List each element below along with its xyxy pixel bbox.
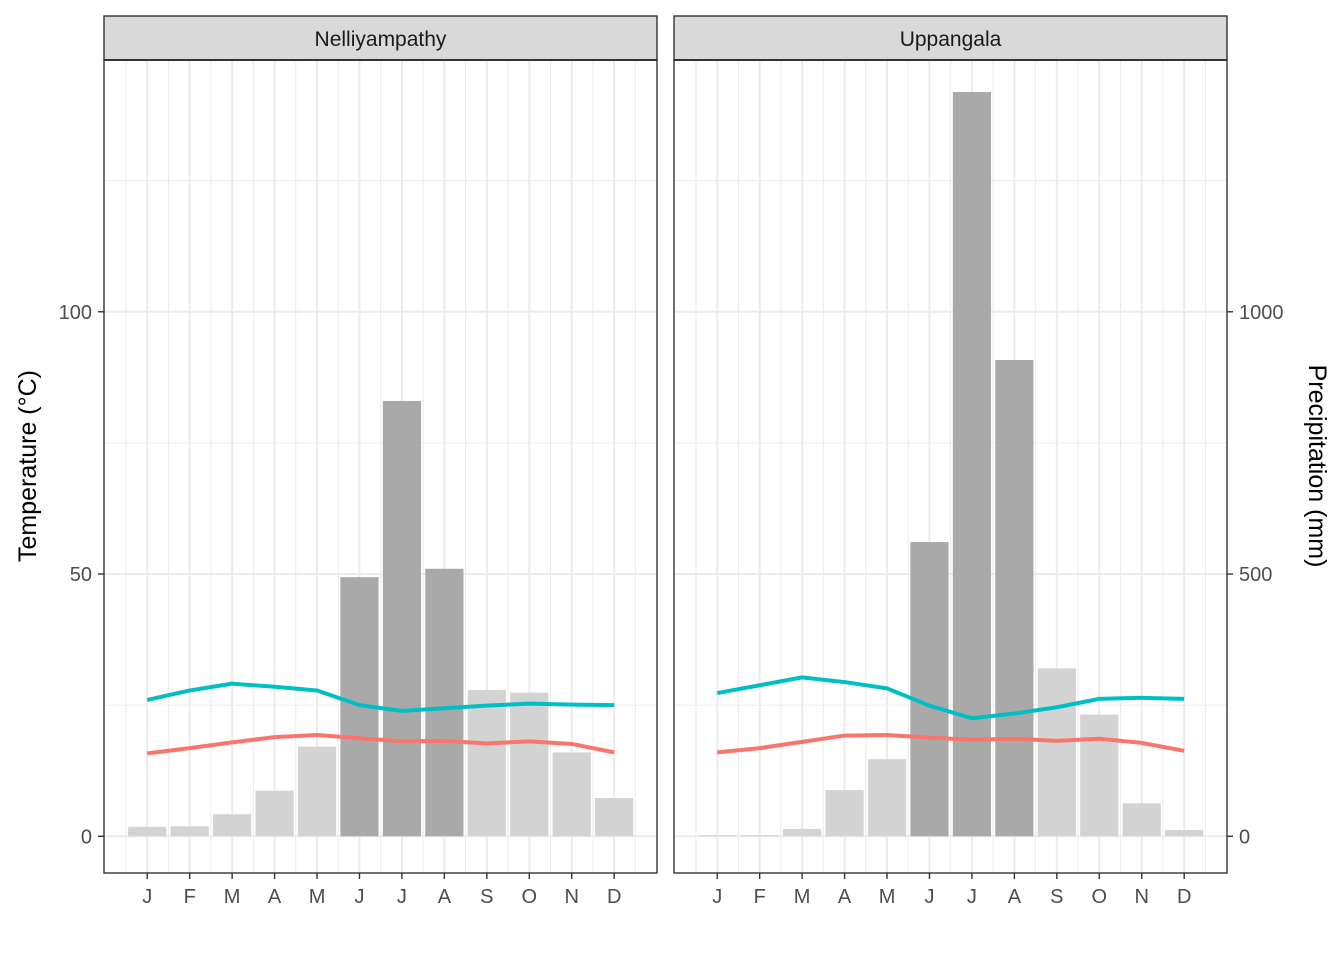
y-tick-label-left: 100 [59, 302, 92, 324]
y-tick-label-left: 0 [81, 826, 92, 848]
bar-nelliyampathy-1 [128, 826, 167, 837]
x-tick-label: J [142, 886, 152, 908]
x-tick-label: J [967, 886, 977, 908]
x-tick-label: A [1008, 886, 1022, 908]
x-tick-label: J [712, 886, 722, 908]
bar-nelliyampathy-7 [382, 400, 422, 837]
x-tick-label: A [838, 886, 852, 908]
x-tick-label: J [354, 886, 364, 908]
x-tick-label: F [754, 886, 766, 908]
bar-uppangala-3 [783, 828, 822, 837]
x-tick-label: M [879, 886, 896, 908]
facet-strip [673, 15, 1228, 61]
bar-uppangala-7 [952, 91, 992, 837]
bar-uppangala-12 [1165, 829, 1204, 837]
x-tick-label: M [309, 886, 326, 908]
x-tick-label: O [521, 886, 537, 908]
bar-uppangala-6 [910, 542, 949, 837]
facet-strip-label: Nelliyampathy [315, 28, 447, 51]
bar-nelliyampathy-5 [297, 746, 337, 837]
x-tick-label: D [607, 886, 621, 908]
bar-uppangala-2 [740, 835, 779, 837]
x-tick-label: N [1134, 886, 1148, 908]
series-line-lower-uppangala [717, 733, 1185, 755]
x-tick-label: S [480, 886, 493, 908]
bar-nelliyampathy-8 [425, 568, 464, 837]
x-tick-label: N [564, 886, 578, 908]
series-line-upper-nelliyampathy [146, 681, 615, 713]
bar-uppangala-10 [1080, 714, 1119, 837]
x-tick-label: D [1177, 886, 1191, 908]
x-tick-label: A [438, 886, 452, 908]
bar-nelliyampathy-12 [595, 797, 634, 837]
y-axis-left-title: Temperature (°C) [14, 370, 42, 562]
bar-nelliyampathy-9 [467, 689, 506, 837]
bar-uppangala-11 [1122, 803, 1161, 837]
y-tick-label-right: 0 [1239, 826, 1250, 848]
bar-nelliyampathy-3 [213, 814, 252, 837]
y-tick-label-left: 50 [70, 564, 92, 586]
x-tick-label: M [794, 886, 811, 908]
bar-uppangala-9 [1037, 668, 1076, 837]
x-tick-label: J [397, 886, 407, 908]
y-tick-label-right: 500 [1239, 564, 1272, 586]
bar-uppangala-1 [698, 835, 737, 837]
bar-nelliyampathy-4 [255, 790, 294, 837]
facet-strip [103, 15, 658, 61]
x-tick-label: A [268, 886, 282, 908]
series-line-lower-nelliyampathy [146, 733, 615, 756]
x-tick-label: S [1050, 886, 1063, 908]
bar-nelliyampathy-2 [170, 826, 209, 837]
bar-nelliyampathy-11 [552, 752, 591, 837]
x-tick-label: O [1091, 886, 1107, 908]
y-tick-label-right: 1000 [1239, 302, 1284, 324]
x-tick-label: M [224, 886, 241, 908]
x-tick-label: J [924, 886, 934, 908]
bar-uppangala-4 [825, 790, 864, 837]
x-tick-label: F [184, 886, 196, 908]
y-axis-right-title: Precipitation (mm) [1303, 365, 1331, 568]
series-line-upper-uppangala [716, 675, 1185, 721]
bar-uppangala-8 [995, 360, 1034, 837]
bar-nelliyampathy-10 [510, 692, 549, 837]
bar-uppangala-5 [867, 759, 907, 837]
facet-strip-label: Uppangala [900, 28, 1002, 51]
